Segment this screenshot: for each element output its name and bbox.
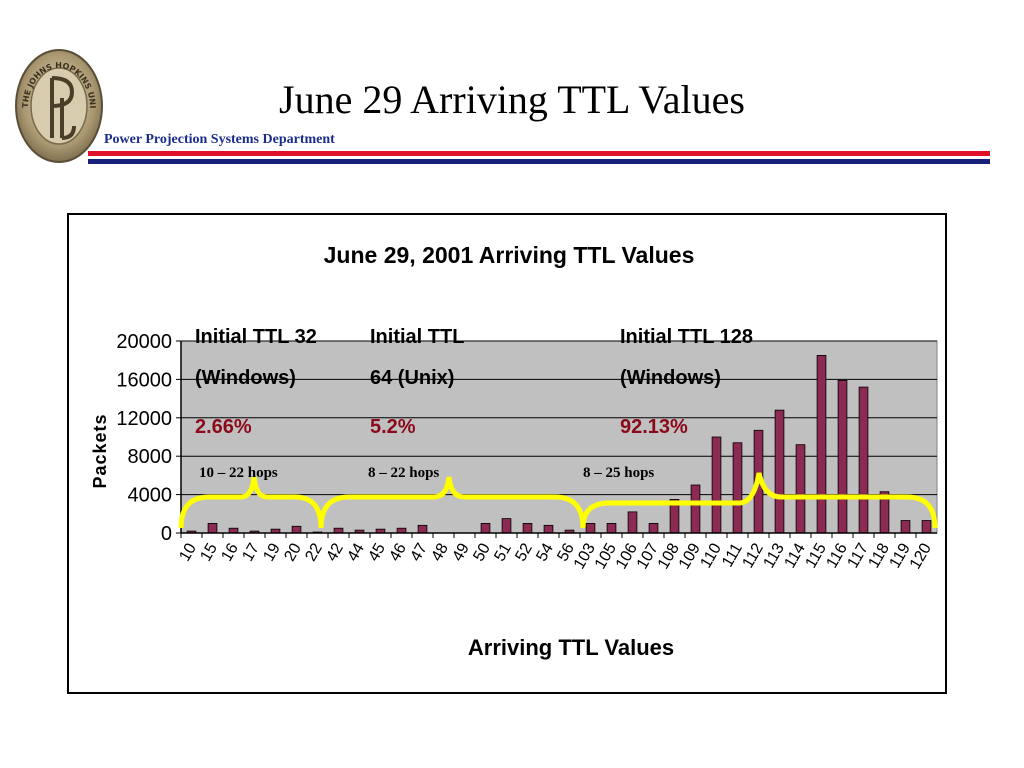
y-tick-label: 16000 [116, 369, 172, 391]
header-rule-red [88, 151, 990, 156]
x-tick-label: 22 [302, 540, 326, 564]
x-tick-label: 119 [886, 540, 914, 571]
x-tick-label: 17 [239, 540, 263, 564]
bar-ttl-109 [690, 484, 701, 534]
x-tick-labels: 1015161719202242444546474849505152545610… [176, 540, 935, 572]
x-tick-label: 111 [719, 540, 746, 570]
annotation-title: Initial TTL 32 [195, 326, 317, 348]
ttl-bar-chart: June 29, 2001 Arriving TTL Values 0 4000 8… [90, 242, 938, 660]
bar-ttl-115 [816, 354, 827, 534]
axes [180, 341, 937, 534]
x-tick-label: 116 [823, 540, 851, 571]
x-tick-label: 108 [655, 540, 683, 572]
x-tick-label: 10 [176, 540, 200, 564]
brace-ttl32 [178, 476, 324, 529]
group-braces [178, 472, 938, 529]
bar-ttl-20 [291, 525, 302, 534]
x-tick-label: 20 [281, 540, 305, 564]
annotation-title: Initial TTL [370, 326, 464, 348]
y-tick-label: 8000 [128, 446, 173, 468]
bar-ttl-51 [501, 518, 512, 534]
x-tick-label: 103 [571, 540, 599, 572]
annotation-hops: 10 – 22 hops [199, 465, 278, 481]
bar-ttl-50 [480, 522, 491, 534]
x-tick-label: 42 [323, 540, 347, 564]
x-tick-label: 46 [386, 540, 410, 564]
x-tick-label: 45 [365, 540, 389, 564]
chart-title: June 29, 2001 Arriving TTL Values [324, 242, 695, 268]
bar-ttl-105 [606, 522, 617, 534]
bar-ttl-52 [522, 522, 533, 534]
bar-ttl-103 [585, 522, 596, 534]
x-tick-label: 51 [491, 540, 515, 564]
x-tick-label: 16 [218, 540, 242, 564]
x-tick-label: 47 [407, 540, 431, 564]
y-tick-label: 20000 [116, 331, 172, 353]
x-tick-label: 52 [512, 540, 536, 564]
annotation-hops: 8 – 22 hops [368, 465, 439, 481]
bar-ttl-119 [900, 520, 911, 534]
y-tick-label: 0 [161, 523, 172, 545]
bar-ttl-54 [543, 524, 554, 534]
x-tick-label: 44 [344, 540, 368, 564]
x-tick-label: 118 [865, 540, 893, 571]
annotation-percent: 2.66% [195, 416, 252, 438]
x-tick-label: 54 [533, 540, 557, 564]
x-tick-label: 49 [449, 540, 473, 564]
chart-frame: June 29, 2001 Arriving TTL Values 0 4000 8… [67, 213, 947, 694]
annotation-os: 64 (Unix) [370, 367, 454, 389]
x-tick-label: 109 [676, 540, 704, 572]
x-tick-label: 106 [613, 540, 641, 572]
bar-ttl-107 [648, 522, 659, 534]
bar-ttl-117 [858, 386, 869, 534]
x-tick-label: 107 [634, 540, 662, 572]
x-tick-label: 115 [802, 540, 830, 571]
bar-ttl-15 [207, 522, 218, 534]
brace-ttl64 [318, 476, 586, 529]
annotation-os: (Windows) [620, 367, 721, 389]
johns-hopkins-seal-logo: THE JOHNS HOPKINS UNIVERSITY [10, 39, 104, 166]
x-tick-label: 50 [470, 540, 494, 564]
x-tick-label: 113 [760, 540, 788, 571]
annotation-ttl32: Initial TTL 32 (Windows) 2.66% 10 – 22 h… [195, 326, 317, 481]
bar-ttl-47 [417, 524, 428, 534]
annotation-percent: 5.2% [370, 416, 416, 438]
x-tick-label: 112 [739, 540, 767, 571]
annotation-title: Initial TTL 128 [620, 326, 753, 348]
bar-ttl-114 [795, 444, 806, 534]
bar-ttl-106 [627, 511, 638, 534]
x-tick-label: 15 [197, 540, 221, 564]
x-tick-label: 114 [781, 540, 809, 571]
annotation-ttl128: Initial TTL 128 (Windows) 92.13% 8 – 25 … [583, 326, 753, 481]
x-tick-label: 56 [554, 540, 578, 564]
y-tick-label: 4000 [128, 485, 173, 507]
annotation-ttl64: Initial TTL 64 (Unix) 5.2% 8 – 22 hops [368, 326, 464, 481]
x-tick-label: 48 [428, 540, 452, 564]
department-name: Power Projection Systems Department [104, 132, 335, 147]
y-tick-labels: 0 4000 8000 12000 16000 20000 [116, 331, 172, 545]
x-tick-label: 19 [260, 540, 284, 564]
x-tick-label: 110 [697, 540, 725, 571]
bar-ttl-110 [711, 436, 722, 534]
bar-ttl-111 [732, 442, 743, 534]
x-axis-label: Arriving TTL Values [468, 635, 674, 660]
x-tick-label: 117 [844, 540, 872, 571]
x-tick-label: 105 [592, 540, 620, 572]
bar-ttl-120 [921, 520, 932, 534]
annotation-hops: 8 – 25 hops [583, 465, 654, 481]
y-axis-label: Packets [90, 413, 110, 488]
y-tick-label: 12000 [116, 408, 172, 430]
header-rule-blue [88, 159, 990, 164]
bar-ttl-116 [837, 379, 848, 534]
annotation-percent: 92.13% [620, 416, 688, 438]
x-tick-label: 120 [907, 540, 935, 572]
annotation-os: (Windows) [195, 367, 296, 389]
slide-title: June 29 Arriving TTL Values [279, 77, 745, 122]
bar-ttl-113 [774, 409, 785, 534]
brace-ttl128 [580, 472, 938, 529]
